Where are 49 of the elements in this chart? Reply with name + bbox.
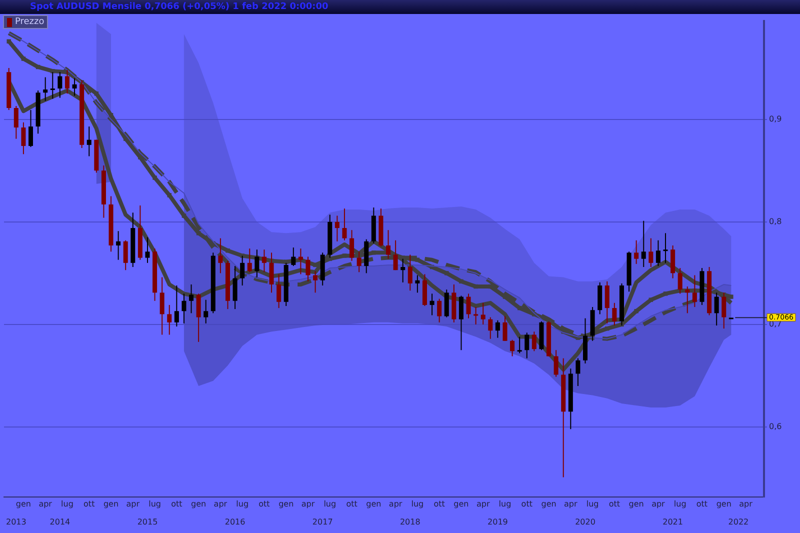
x-tick-label: ott bbox=[608, 500, 620, 509]
x2-tick-label: 2017 bbox=[312, 517, 333, 526]
x-tick-label: apr bbox=[388, 500, 403, 509]
x-tick-label: apr bbox=[652, 500, 666, 509]
x-tick-label: ott bbox=[434, 500, 445, 509]
x-tick-label: gen bbox=[716, 500, 732, 509]
x-tick-label: lug bbox=[148, 500, 161, 509]
x-tick-label: apr bbox=[126, 500, 140, 509]
x-tick-label: ott bbox=[258, 500, 270, 509]
x-tick-label: gen bbox=[103, 500, 119, 509]
x-tick-label: gen bbox=[16, 500, 31, 509]
x-tick-label: ott bbox=[171, 500, 182, 509]
x2-tick-label: 2020 bbox=[575, 517, 596, 526]
x2-tick-label: 2019 bbox=[488, 517, 508, 526]
x-tick-label: lug bbox=[61, 500, 74, 509]
x-tick-label: apr bbox=[301, 500, 316, 509]
x-tick-label: gen bbox=[278, 500, 294, 509]
x2-tick-label: 2018 bbox=[400, 517, 420, 526]
x2-tick-label: 2021 bbox=[662, 517, 683, 526]
x-tick-label: ott bbox=[521, 500, 532, 509]
x2-tick-label: 2013 bbox=[6, 517, 26, 526]
x2-tick-label: 2016 bbox=[224, 517, 246, 526]
x-tick-label: apr bbox=[214, 500, 228, 509]
y-tick-label: 0,8 bbox=[769, 216, 782, 226]
x-tick-label: gen bbox=[366, 500, 382, 509]
x-tick-label: lug bbox=[498, 500, 512, 509]
y-tick-label: 0,9 bbox=[769, 114, 782, 124]
y-tick-label: 0,6 bbox=[769, 422, 782, 432]
x-tick-label: apr bbox=[38, 500, 53, 509]
x-tick-label: gen bbox=[628, 500, 644, 509]
x-tick-label: lug bbox=[236, 500, 249, 509]
x-tick-label: apr bbox=[739, 500, 754, 509]
x-tick-label: gen bbox=[541, 500, 556, 509]
x2-tick-label: 2022 bbox=[728, 517, 749, 526]
x-tick-label: lug bbox=[586, 500, 599, 509]
x2-tick-label: 2014 bbox=[50, 517, 70, 526]
x-tick-label: lug bbox=[411, 500, 424, 509]
x-tick-label: ott bbox=[696, 500, 708, 509]
x-tick-label: gen bbox=[191, 500, 206, 509]
x-tick-label: lug bbox=[324, 500, 336, 509]
x-tick-label: lug bbox=[674, 500, 686, 509]
x-tick-label: ott bbox=[346, 500, 358, 509]
x-tick-label: gen bbox=[454, 500, 469, 509]
x-tick-label: apr bbox=[564, 500, 578, 509]
chart-title: Spot AUDUSD Mensile 0,7066 (+0,05%) 1 feb 2022 0:00:00 bbox=[0, 0, 800, 14]
x-tick-label: apr bbox=[476, 500, 490, 509]
x-tick-label: ott bbox=[84, 500, 95, 509]
x2-tick-label: 2015 bbox=[137, 517, 158, 526]
legend-label: Prezzo bbox=[15, 17, 44, 27]
